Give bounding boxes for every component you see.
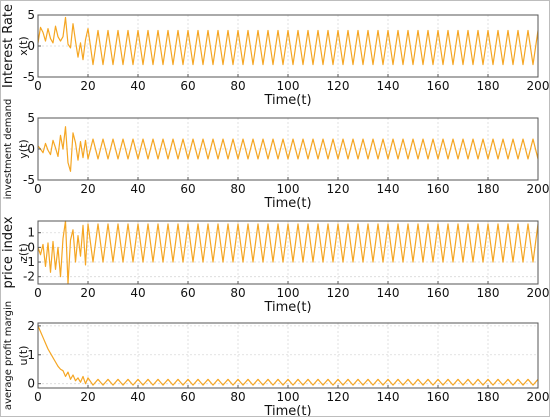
x-tick-label: 60 [180, 79, 195, 93]
y-axis-label: Interest Rate [1, 4, 16, 88]
x-tick-label: 0 [34, 79, 42, 93]
x-tick-label: 120 [327, 286, 350, 300]
x-tick-label: 0 [34, 286, 42, 300]
x-tick-label: 60 [180, 286, 195, 300]
x-tick-label: 40 [130, 79, 145, 93]
y-tick-label: 0 [27, 240, 35, 254]
x-tick-label: 0 [34, 390, 42, 404]
x-tick-label: 80 [230, 390, 245, 404]
y-variable-label: u(t) [17, 346, 30, 366]
x-tick-label: 100 [277, 182, 300, 196]
x-tick-label: 120 [327, 390, 350, 404]
y-tick-label: 5 [27, 111, 35, 125]
series-line-2 [37, 126, 539, 172]
y-tick-label: 1 [27, 226, 35, 240]
x-tick-label: 100 [277, 79, 300, 93]
series-line-4 [37, 325, 539, 386]
x-tick-label: 0 [34, 182, 42, 196]
y-tick-label: 1 [27, 348, 35, 362]
x-tick-label: 80 [230, 182, 245, 196]
y-axis-label: price index [1, 216, 16, 288]
x-tick-label: 40 [130, 182, 145, 196]
y-tick-label: 0 [27, 39, 35, 53]
y-tick-label: -5 [23, 173, 35, 187]
x-tick-label: 180 [477, 390, 500, 404]
x-tick-label: 100 [277, 286, 300, 300]
y-tick-label: -5 [23, 70, 35, 84]
y-axis-label: investment demand [3, 99, 14, 200]
x-tick-label: 200 [527, 79, 550, 93]
y-tick-label: 2 [27, 319, 35, 333]
x-tick-label: 20 [80, 182, 95, 196]
y-tick-label: 0 [27, 142, 35, 156]
y-axis-label: average profit margin [3, 301, 14, 410]
x-tick-label: 200 [527, 286, 550, 300]
x-tick-label: 160 [427, 182, 450, 196]
x-tick-label: 180 [477, 286, 500, 300]
y-variable-label: x(t) [17, 36, 30, 55]
x-tick-label: 20 [80, 79, 95, 93]
x-tick-label: 120 [327, 182, 350, 196]
x-tick-label: 140 [377, 286, 400, 300]
x-axis-label: Time(t) [263, 300, 311, 315]
x-tick-label: 160 [427, 390, 450, 404]
x-axis-label: Time(t) [263, 93, 311, 108]
x-tick-label: 140 [377, 390, 400, 404]
x-tick-label: 40 [130, 286, 145, 300]
y-variable-label: y(t) [17, 139, 30, 158]
x-tick-label: 140 [377, 79, 400, 93]
x-tick-label: 180 [477, 182, 500, 196]
x-tick-label: 160 [427, 79, 450, 93]
x-tick-label: 200 [527, 390, 550, 404]
x-axis-label: Time(t) [263, 196, 311, 211]
y-tick-label: 0 [27, 377, 35, 391]
x-tick-label: 80 [230, 286, 245, 300]
x-tick-label: 200 [527, 182, 550, 196]
x-tick-label: 60 [180, 390, 195, 404]
x-tick-label: 40 [130, 390, 145, 404]
x-tick-label: 80 [230, 79, 245, 93]
series-line-1 [37, 16, 539, 66]
y-tick-label: 5 [27, 8, 35, 22]
x-tick-label: 60 [180, 182, 195, 196]
x-axis-label: Time(t) [263, 404, 311, 417]
chart-panel-4: 0 20 40 60 80 100 120 140 160 180 200 0 1 2 Time(t) ave… [3, 301, 549, 417]
x-tick-label: 20 [80, 286, 95, 300]
y-variable-label: z(t) [17, 243, 30, 262]
chart-panel-3: 0 20 40 60 80 100 120 140 160 180 200-2-101Time(t)… [1, 216, 549, 315]
x-tick-label: 100 [277, 390, 300, 404]
x-tick-label: 120 [327, 79, 350, 93]
x-tick-label: 140 [377, 182, 400, 196]
x-tick-label: 20 [80, 390, 95, 404]
x-tick-label: 160 [427, 286, 450, 300]
y-tick-label: -1 [23, 255, 35, 269]
x-tick-label: 180 [477, 79, 500, 93]
chart-panel-1: 0 20 40 60 80 100 120 140 160 180 200-505Time(t)In… [1, 4, 549, 108]
series-line-3 [37, 220, 539, 285]
chart-panel-2: 0 20 40 60 80 100 120 140 160 180 200-505Time(t)in… [3, 99, 549, 211]
y-tick-label: -2 [23, 270, 35, 284]
